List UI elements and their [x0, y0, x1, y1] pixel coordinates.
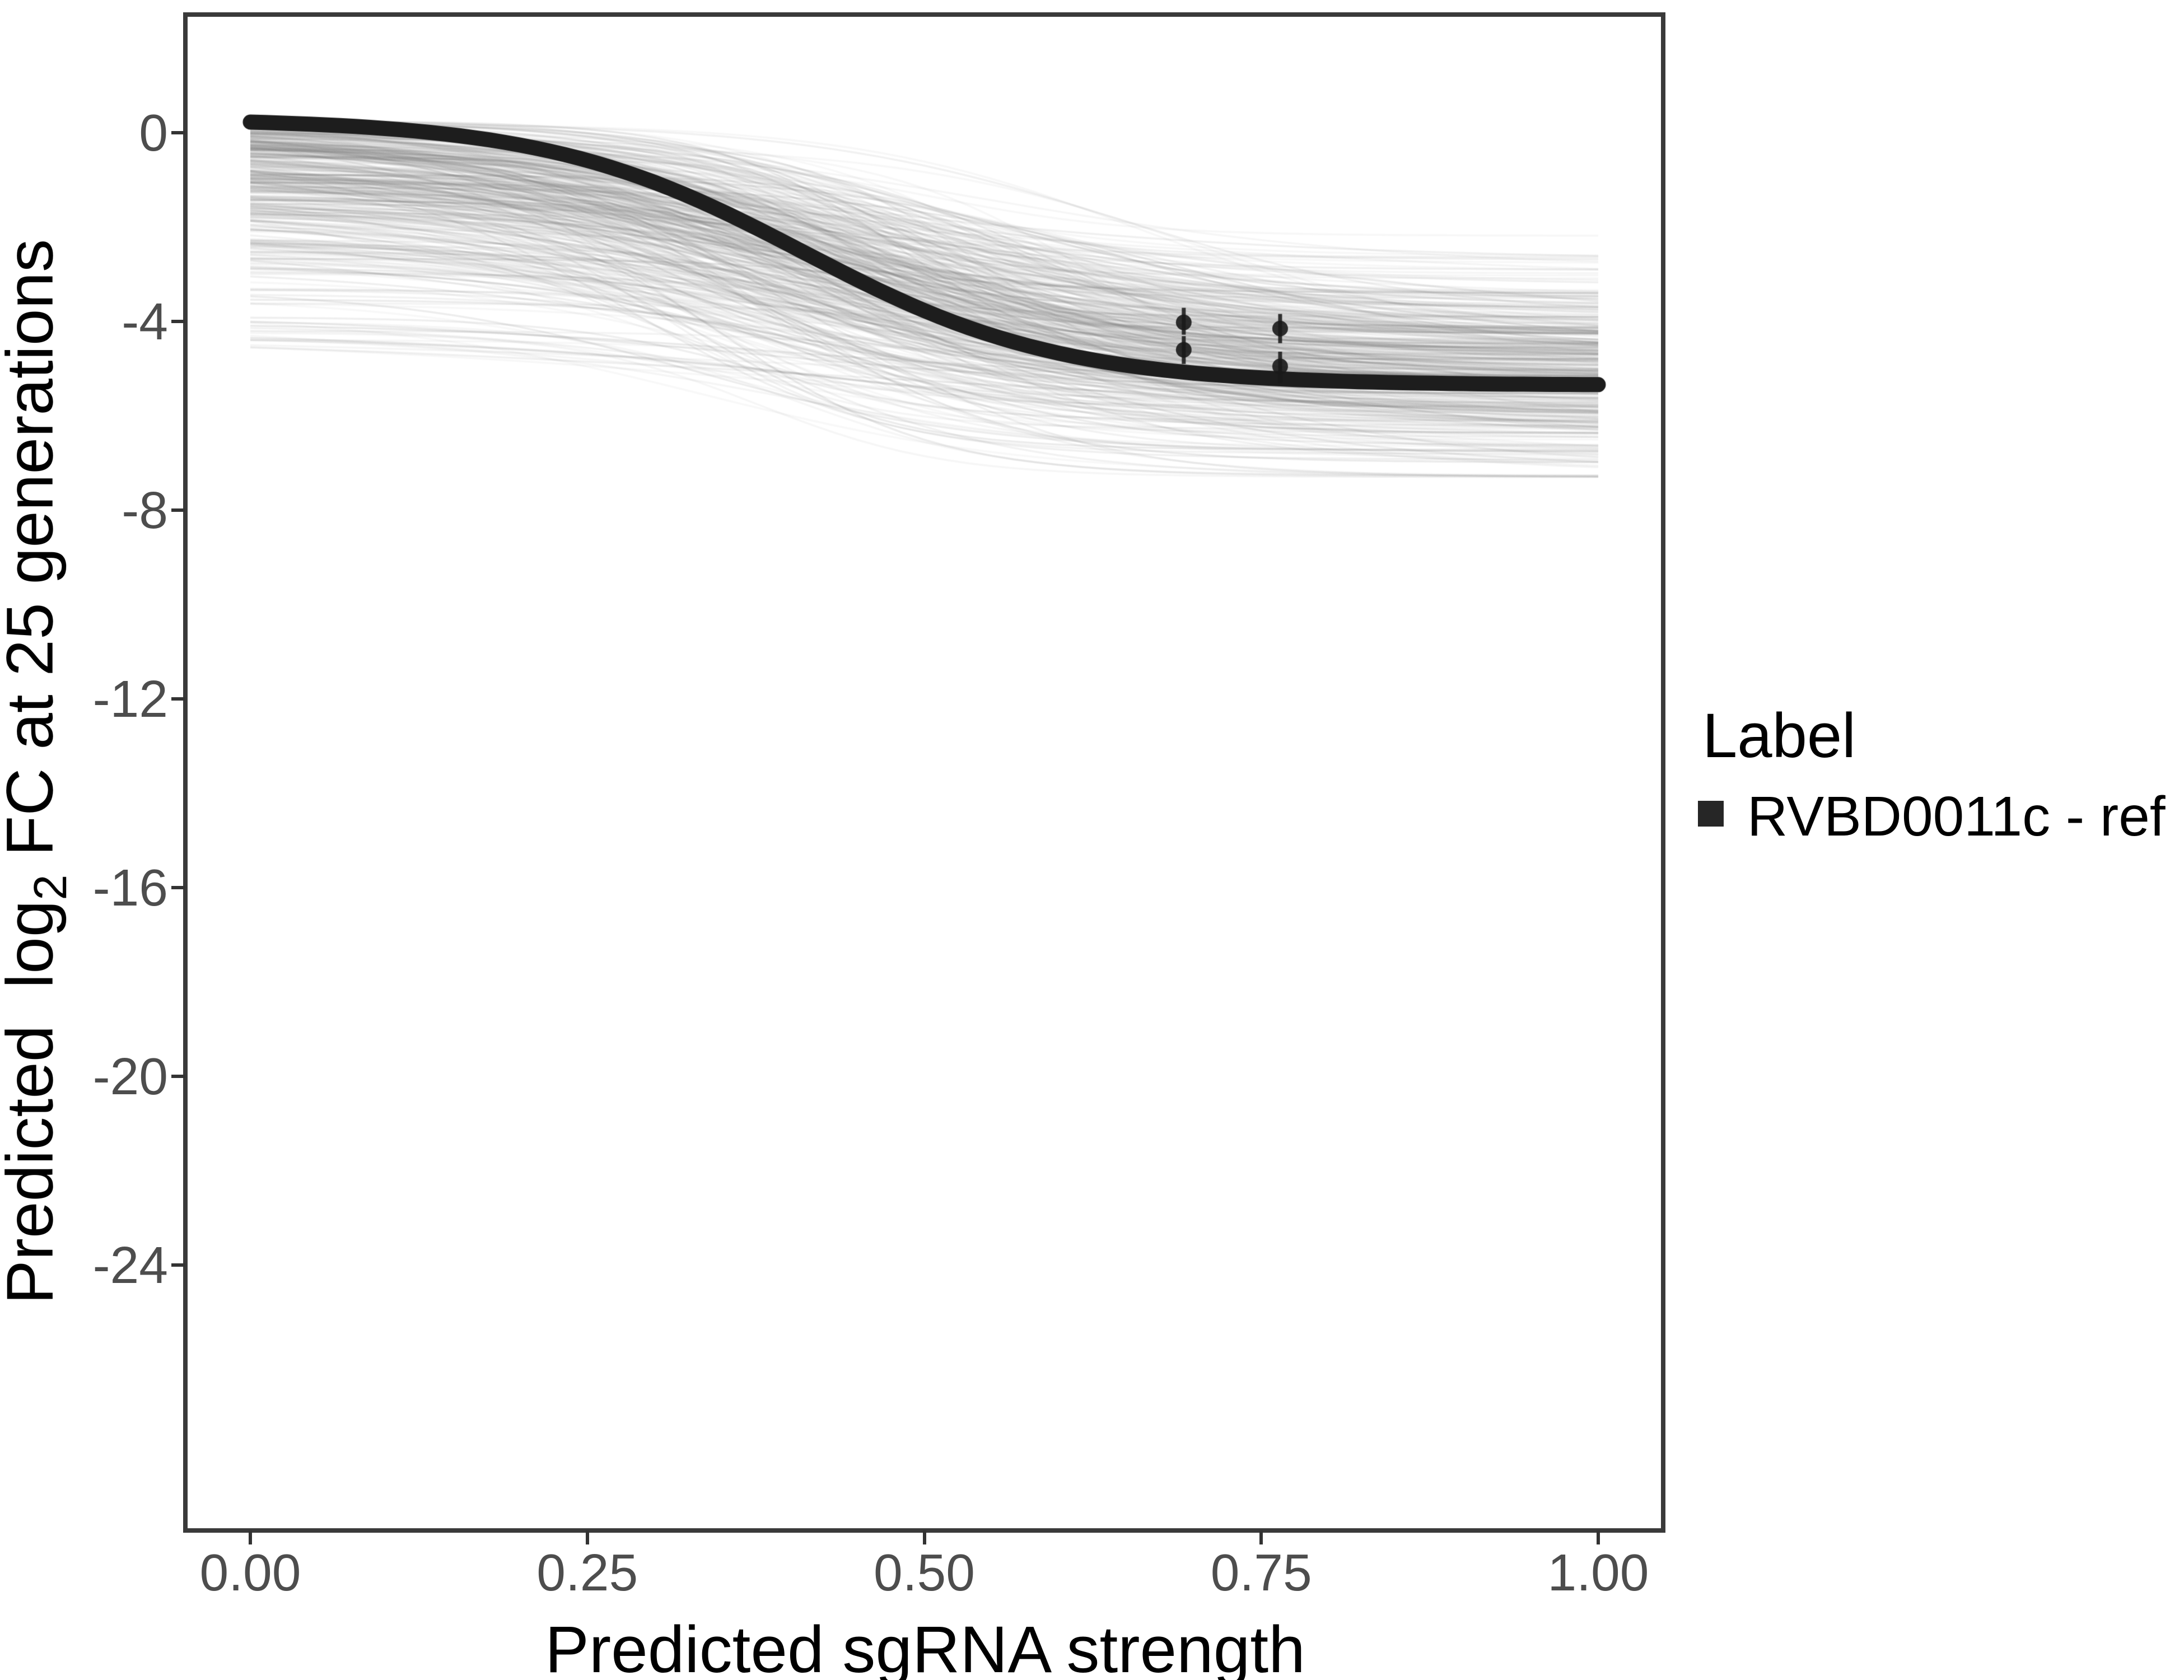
x-tick-mark [922, 1530, 926, 1544]
legend-key-swatch [1698, 801, 1724, 827]
y-tick-label: -4 [122, 292, 168, 351]
y-axis-title: Predicted log2 FC at 25 generations [0, 239, 77, 1304]
x-tick-label: 0.00 [199, 1543, 301, 1602]
y-axis-title-text-tail: FC at 25 generations [0, 239, 67, 875]
y-tick-label: -24 [92, 1236, 168, 1295]
x-tick-mark [249, 1530, 253, 1544]
x-tick-label: 0.50 [873, 1543, 975, 1602]
y-tick-mark [171, 320, 185, 324]
y-axis-title-text: Predicted log [0, 900, 67, 1305]
legend-title: Label [1702, 701, 1856, 771]
y-tick-label: -20 [92, 1047, 168, 1106]
y-tick-label: -16 [92, 858, 168, 917]
x-axis-title: Predicted sgRNA strength [545, 1613, 1305, 1680]
x-tick-label: 0.75 [1210, 1543, 1312, 1602]
y-tick-mark [171, 508, 185, 512]
y-tick-label: -8 [122, 481, 168, 540]
y-tick-mark [171, 131, 185, 134]
x-tick-label: 1.00 [1547, 1543, 1649, 1602]
plot-canvas [185, 15, 1663, 1530]
y-tick-mark [171, 697, 185, 701]
y-tick-mark [171, 1263, 185, 1267]
x-tick-label: 0.25 [536, 1543, 638, 1602]
y-tick-mark [171, 886, 185, 890]
y-axis-title-subscript: 2 [24, 874, 77, 900]
panel-border [183, 12, 1665, 1533]
y-tick-label: 0 [139, 104, 168, 162]
y-tick-label: -12 [92, 670, 168, 729]
y-tick-mark [171, 1075, 185, 1079]
x-tick-mark [1596, 1530, 1600, 1544]
x-tick-mark [585, 1530, 589, 1544]
legend-entry-label: RVBD0011c - ref [1747, 785, 2166, 848]
x-tick-mark [1259, 1530, 1263, 1544]
